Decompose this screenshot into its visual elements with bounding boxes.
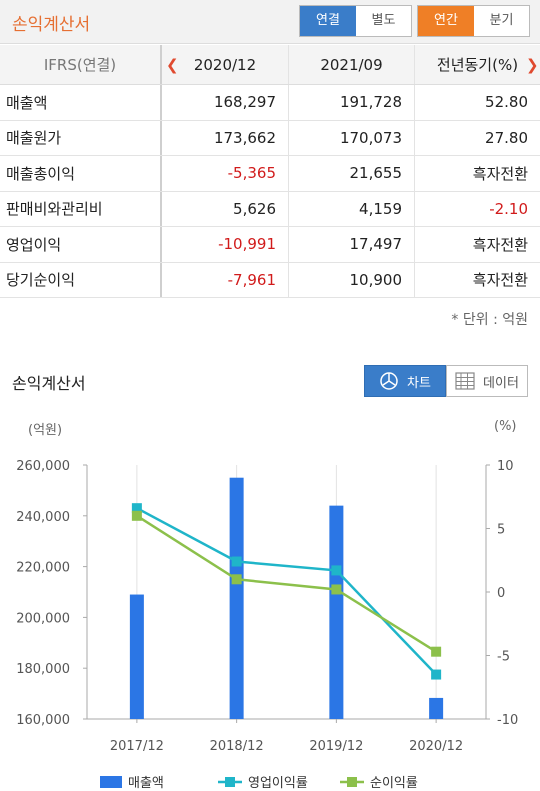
legend-swatch: [218, 776, 242, 787]
chevron-left-icon[interactable]: ❮: [166, 56, 179, 74]
value-2020-12: 173,662: [213, 128, 276, 147]
x-tick-label: 2019/12: [309, 739, 363, 754]
x-tick-label: 2017/12: [110, 739, 164, 754]
series-marker: [131, 510, 142, 521]
data-view-button[interactable]: 데이터: [446, 365, 528, 397]
income-chart: 260,000 240,000 220,000 200,000 180,000 160,0…: [16, 459, 518, 754]
series-line: [136, 507, 438, 676]
row-label: 영업이익: [0, 227, 162, 262]
row-label: 당기순이익: [0, 262, 162, 297]
series-marker: [131, 503, 142, 514]
left-axis-unit: (억원): [28, 423, 63, 438]
bar-revenue: [229, 477, 244, 719]
value-2021-09: 17,497: [288, 227, 414, 262]
left-tick-label: 260,000: [16, 459, 70, 474]
bar-revenue: [329, 505, 344, 719]
chart-legend: 매출액 영업이익률 순이익률: [0, 772, 540, 791]
table-header-row: IFRS(연결) 2020/12 2021/09 전년동기(%) ❮ ❯: [0, 45, 540, 85]
series-line: [136, 514, 437, 653]
col-header-standard: IFRS(연결): [0, 45, 162, 84]
value-yoy: 52.80: [414, 85, 540, 120]
bar-revenue: [429, 697, 444, 719]
annual-button[interactable]: 연간: [418, 6, 474, 36]
table-row: 매출원가 173,662 170,073 27.80: [0, 120, 540, 156]
consolidation-toggle: 연결 별도: [299, 5, 412, 37]
left-tick-label: 220,000: [16, 561, 70, 576]
x-tick-label: 2020/12: [409, 739, 463, 754]
value-yoy: 흑자전환: [414, 227, 540, 262]
value-2021-09: 191,728: [288, 85, 414, 120]
series-marker: [331, 565, 342, 576]
col-header-2021-09: 2021/09: [288, 45, 414, 84]
separate-button[interactable]: 별도: [371, 13, 396, 28]
pie-chart-icon: [380, 372, 398, 390]
col-header-2020-12: 2020/12: [193, 55, 257, 74]
series-marker: [431, 646, 442, 657]
chevron-right-icon[interactable]: ❯: [526, 56, 539, 74]
series-marker: [331, 584, 342, 595]
col-header-yoy: 전년동기(%): [414, 45, 540, 84]
value-yoy: 27.80: [414, 120, 540, 155]
value-yoy: 흑자전환: [414, 156, 540, 191]
value-yoy: -2.10: [414, 191, 540, 226]
table-row: 영업이익 -10,991 17,497 흑자전환: [0, 227, 540, 263]
table-grid-icon: [455, 372, 475, 390]
legend-item[interactable]: 영업이익률: [218, 772, 308, 791]
right-tick-label: 0: [497, 586, 505, 601]
quarterly-button[interactable]: 분기: [489, 13, 514, 28]
table-row: 매출총이익 -5,365 21,655 흑자전환: [0, 156, 540, 192]
table-row: 판매비와관리비 5,626 4,159 -2.10: [0, 191, 540, 227]
series-marker: [231, 556, 242, 567]
value-2021-09: 21,655: [288, 156, 414, 191]
chart-view-label: 차트: [407, 375, 431, 391]
row-label: 매출액: [0, 85, 162, 120]
series-marker: [431, 669, 442, 680]
value-2020-12: -5,365: [227, 164, 276, 183]
left-tick-label: 240,000: [16, 510, 70, 525]
data-view-label: 데이터: [483, 375, 519, 391]
chart-section-title: 손익계산서: [12, 374, 86, 393]
row-label: 매출원가: [0, 120, 162, 155]
left-tick-label: 180,000: [16, 662, 70, 677]
value-2021-09: 170,073: [288, 120, 414, 155]
unit-note: * 단위 : 억원: [451, 312, 528, 328]
legend-item[interactable]: 순이익률: [340, 772, 418, 791]
legend-label: 순이익률: [370, 776, 418, 791]
legend-item[interactable]: 매출액: [100, 772, 164, 791]
page-title: 손익계산서: [12, 15, 91, 35]
row-label: 매출총이익: [0, 156, 162, 191]
series-marker: [231, 574, 242, 585]
right-tick-label: -5: [497, 650, 510, 665]
right-axis-unit: (%): [494, 419, 517, 434]
value-2020-12: 5,626: [233, 199, 276, 218]
right-tick-label: -10: [497, 713, 518, 728]
value-2020-12: -7,961: [227, 270, 276, 289]
value-2021-09: 4,159: [288, 191, 414, 226]
table-row: 당기순이익 -7,961 10,900 흑자전환: [0, 262, 540, 298]
legend-swatch: [340, 776, 364, 787]
income-statement-table: IFRS(연결) 2020/12 2021/09 전년동기(%) ❮ ❯ 매출액…: [0, 45, 540, 298]
value-2020-12: -10,991: [218, 235, 276, 254]
value-2020-12: 168,297: [213, 93, 276, 112]
legend-label: 영업이익률: [248, 776, 308, 791]
right-tick-label: 10: [497, 459, 514, 474]
chart-view-button[interactable]: 차트: [364, 365, 446, 397]
left-tick-label: 160,000: [16, 713, 70, 728]
period-toggle: 연간 분기: [417, 5, 530, 37]
table-row: 매출액 168,297 191,728 52.80: [0, 85, 540, 121]
row-label: 판매비와관리비: [0, 191, 162, 226]
consolidated-button[interactable]: 연결: [300, 6, 356, 36]
value-2021-09: 10,900: [288, 262, 414, 297]
legend-swatch: [100, 775, 122, 788]
right-tick-label: 5: [497, 523, 505, 538]
legend-label: 매출액: [128, 776, 164, 791]
bar-revenue: [129, 594, 144, 719]
x-tick-label: 2018/12: [210, 739, 264, 754]
header-bar: 손익계산서 연결 별도 연간 분기: [0, 0, 540, 44]
left-tick-label: 200,000: [16, 611, 70, 626]
value-yoy: 흑자전환: [414, 262, 540, 297]
